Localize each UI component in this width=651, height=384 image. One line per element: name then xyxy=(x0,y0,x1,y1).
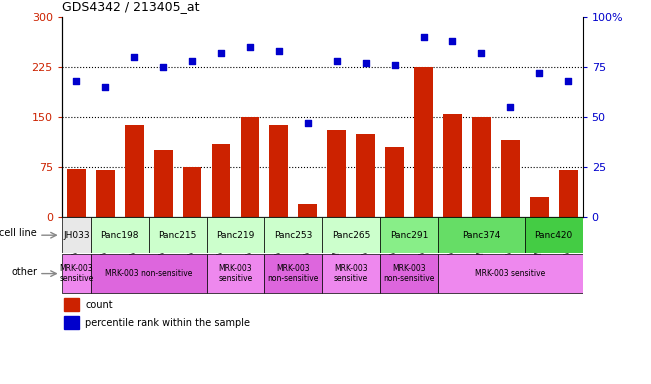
Text: count: count xyxy=(85,300,113,310)
Bar xyxy=(90,217,148,253)
Text: Panc198: Panc198 xyxy=(100,231,139,240)
Text: GDS4342 / 213405_at: GDS4342 / 213405_at xyxy=(62,0,199,13)
Text: MRK-003
non-sensitive: MRK-003 non-sensitive xyxy=(383,264,435,283)
Bar xyxy=(385,147,404,217)
Text: percentile rank within the sample: percentile rank within the sample xyxy=(85,318,250,328)
Bar xyxy=(270,125,288,217)
Text: MRK-003
sensitive: MRK-003 sensitive xyxy=(218,264,253,283)
Bar xyxy=(327,131,346,217)
Point xyxy=(389,62,400,68)
Point xyxy=(303,120,313,126)
Text: Panc420: Panc420 xyxy=(534,231,573,240)
Text: JH033: JH033 xyxy=(63,231,90,240)
Bar xyxy=(501,141,519,217)
Text: MRK-003 non-sensitive: MRK-003 non-sensitive xyxy=(105,269,192,278)
Bar xyxy=(125,125,144,217)
Text: Panc291: Panc291 xyxy=(390,231,428,240)
Text: MRK-003 sensitive: MRK-003 sensitive xyxy=(475,269,546,278)
Bar xyxy=(206,217,264,253)
Bar xyxy=(298,204,317,217)
Point xyxy=(245,44,255,50)
Bar xyxy=(322,254,380,293)
Bar xyxy=(154,151,173,217)
Point xyxy=(215,50,226,56)
Point xyxy=(331,58,342,64)
Bar xyxy=(264,217,322,253)
Bar xyxy=(90,254,206,293)
Point xyxy=(534,70,544,76)
Point xyxy=(419,34,429,40)
Text: MRK-003
non-sensitive: MRK-003 non-sensitive xyxy=(268,264,319,283)
Bar xyxy=(559,170,577,217)
Point xyxy=(158,64,169,70)
Point xyxy=(563,78,574,84)
Bar xyxy=(67,169,86,217)
Text: cell line: cell line xyxy=(0,228,37,238)
Point xyxy=(505,104,516,110)
Bar xyxy=(183,167,201,217)
Text: MRK-003
sensitive: MRK-003 sensitive xyxy=(334,264,368,283)
Point xyxy=(476,50,486,56)
Bar xyxy=(414,67,433,217)
Point xyxy=(273,48,284,54)
Bar xyxy=(212,144,230,217)
Point xyxy=(71,78,81,84)
Bar xyxy=(64,298,79,311)
Point xyxy=(447,38,458,44)
Bar xyxy=(62,217,90,253)
Bar xyxy=(438,217,525,253)
Text: Panc219: Panc219 xyxy=(216,231,255,240)
Point xyxy=(129,54,139,60)
Bar xyxy=(525,217,583,253)
Bar xyxy=(472,117,491,217)
Bar xyxy=(240,117,259,217)
Text: other: other xyxy=(11,266,37,276)
Bar xyxy=(530,197,549,217)
Text: MRK-003
sensitive: MRK-003 sensitive xyxy=(59,264,94,283)
Bar xyxy=(206,254,264,293)
Text: Panc374: Panc374 xyxy=(462,231,501,240)
Text: Panc253: Panc253 xyxy=(274,231,312,240)
Bar xyxy=(148,217,206,253)
Bar xyxy=(322,217,380,253)
Bar xyxy=(380,217,438,253)
Text: Panc265: Panc265 xyxy=(332,231,370,240)
Bar xyxy=(380,254,438,293)
Point xyxy=(361,60,371,66)
Point xyxy=(187,58,197,64)
Bar xyxy=(62,254,90,293)
Bar xyxy=(356,134,375,217)
Point xyxy=(100,84,111,90)
Bar xyxy=(64,316,79,329)
Text: Panc215: Panc215 xyxy=(158,231,197,240)
Bar xyxy=(264,254,322,293)
Bar xyxy=(96,170,115,217)
Bar xyxy=(443,114,462,217)
Bar xyxy=(438,254,583,293)
